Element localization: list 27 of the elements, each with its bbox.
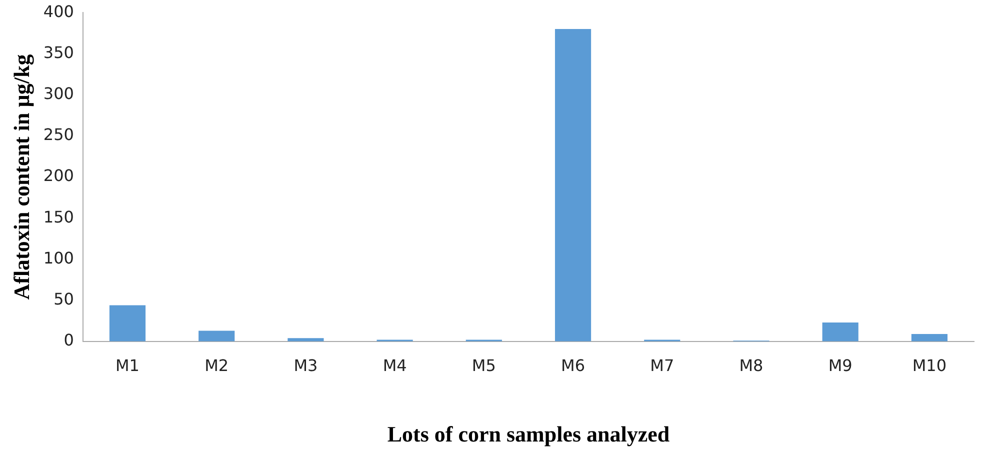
x-tick-label: M3 (294, 356, 318, 376)
x-tick-label: M10 (912, 356, 947, 376)
x-tick-label: M7 (650, 356, 674, 376)
bar (198, 330, 235, 342)
y-tick-label: 100 (43, 248, 74, 268)
x-tick-label: M4 (382, 356, 407, 376)
x-tick-label: M1 (116, 356, 140, 376)
y-tick-label: 400 (43, 2, 74, 21)
bar (109, 305, 146, 342)
y-tick-label: 0 (64, 330, 74, 350)
bar (554, 29, 592, 342)
y-tick-label: 250 (43, 125, 74, 144)
x-tick-label: M8 (739, 356, 764, 376)
y-tick-label: 300 (43, 84, 74, 103)
bar (911, 334, 948, 342)
bar (822, 322, 858, 342)
y-tick-label: 350 (43, 42, 74, 62)
y-tick-label: 200 (43, 166, 74, 186)
y-tick-label: 50 (54, 289, 74, 308)
x-tick-label: M5 (472, 356, 496, 376)
x-tick-label: M2 (204, 356, 229, 376)
x-tick-label: M9 (828, 356, 852, 376)
bar (288, 338, 324, 342)
x-tick-label: M6 (561, 356, 586, 376)
y-tick-label: 150 (43, 207, 74, 226)
x-axis-title: Lots of corn samples analyzed (387, 421, 670, 446)
y-axis-title: Aflatoxin content in µg/kg (8, 54, 34, 300)
